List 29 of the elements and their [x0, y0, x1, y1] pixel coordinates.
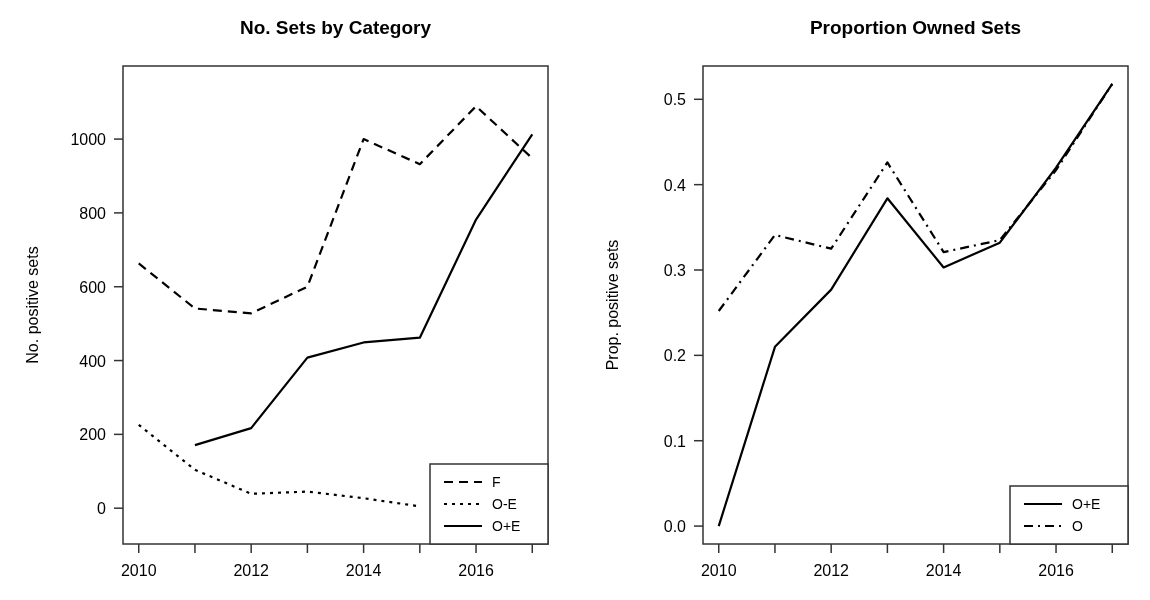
x-tick-label: 2010 [120, 562, 157, 579]
y-tick-label: 600 [79, 278, 107, 296]
chart-title: No. Sets by Category [239, 17, 432, 38]
y-tick-label: 800 [79, 204, 107, 222]
y-tick-label: 0 [97, 500, 107, 518]
legend-label: O+E [492, 518, 521, 534]
x-tick-label: 2012 [233, 562, 270, 579]
y-tick-label: 0.4 [663, 176, 687, 194]
x-tick-label: 2014 [345, 562, 382, 579]
y-axis-title: No. positive sets [24, 246, 41, 364]
y-tick-label: 200 [79, 426, 107, 444]
legend-label: O+E [1072, 496, 1101, 512]
y-tick-label: 0.0 [663, 518, 687, 536]
x-tick-label: 2010 [700, 562, 737, 579]
x-tick-label: 2016 [1038, 562, 1074, 579]
x-tick-label: 2014 [925, 562, 962, 579]
y-tick-label: 0.1 [663, 432, 687, 450]
y-tick-label: 400 [79, 352, 107, 370]
y-tick-label: 0.3 [663, 262, 687, 279]
legend-label: O [1072, 518, 1083, 534]
x-tick-label: 2012 [813, 562, 850, 579]
y-tick-label: 0.5 [663, 91, 687, 109]
chart-title: Proportion Owned Sets [809, 17, 1022, 38]
x-tick-label: 2016 [458, 562, 494, 579]
legend-label: F [492, 474, 501, 490]
y-tick-label: 1000 [70, 131, 107, 149]
y-tick-label: 0.2 [663, 347, 687, 365]
y-axis-title: Prop. positive sets [604, 239, 621, 371]
legend-label: O-E [492, 496, 517, 512]
